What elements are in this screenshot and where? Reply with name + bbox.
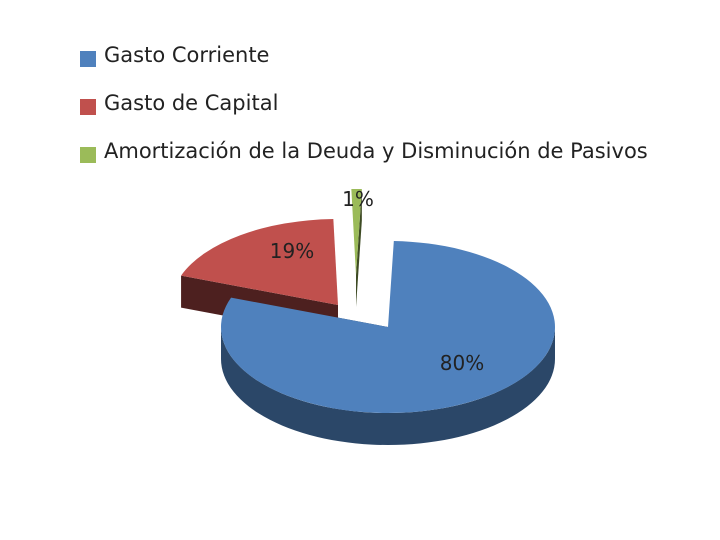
legend-swatch-amortizacion (80, 147, 96, 163)
slice-gasto-corriente (221, 241, 555, 413)
legend-label-gasto-de-capital: Gasto de Capital (104, 91, 279, 115)
data-label-gasto-corriente: 80% (440, 351, 484, 375)
data-label-gasto-de-capital: 19% (270, 239, 314, 263)
slice-gasto-de-capital (181, 219, 338, 305)
legend-label-amortizacion: Amortización de la Deuda y Disminución d… (104, 139, 648, 163)
legend-swatch-gasto-corriente (80, 51, 96, 67)
slice-amortizacion (351, 189, 362, 275)
data-label-amortizacion: 1% (342, 187, 374, 211)
pie-tops (181, 189, 555, 413)
slice-side-gasto-corriente (221, 327, 555, 445)
legend-swatch-gasto-de-capital (80, 99, 96, 115)
legend-label-gasto-corriente: Gasto Corriente (104, 43, 270, 67)
slice-wall-amortizacion (356, 189, 362, 307)
